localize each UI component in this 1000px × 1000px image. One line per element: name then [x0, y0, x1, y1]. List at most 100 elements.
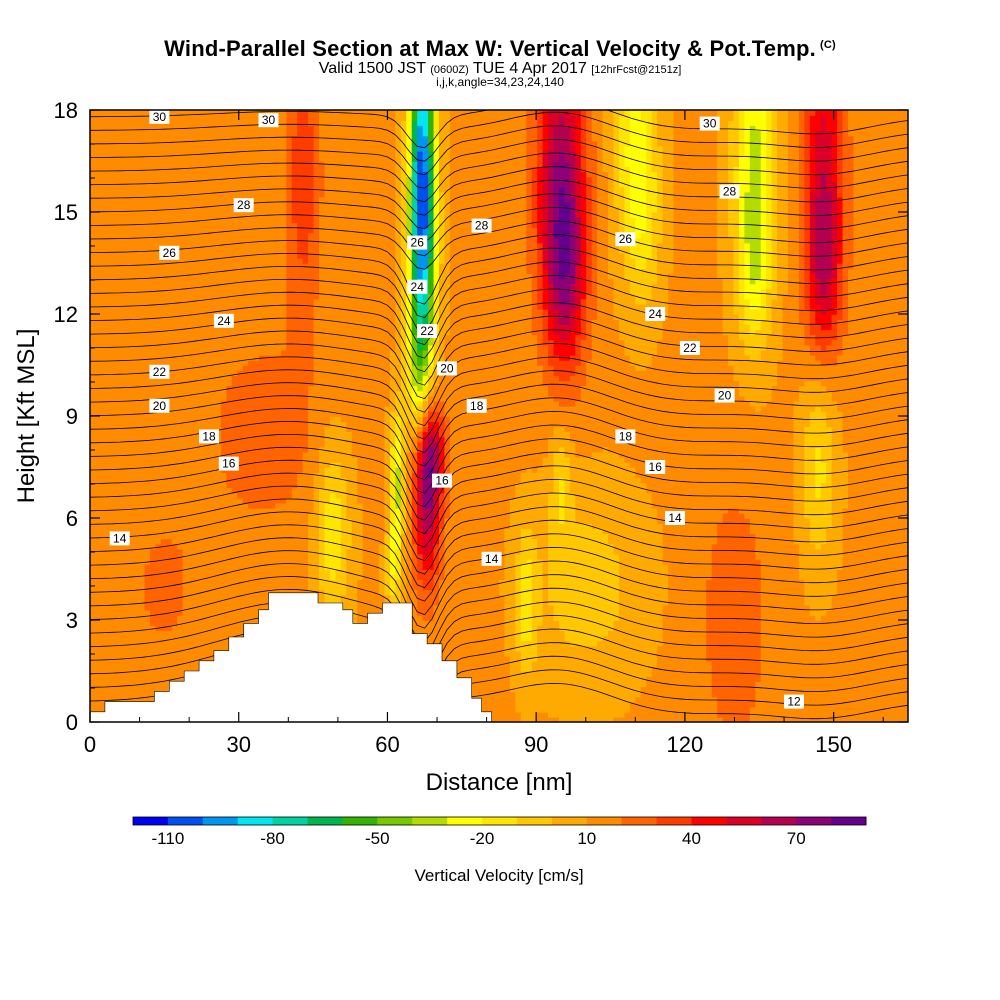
velocity-cell — [231, 365, 239, 371]
velocity-cell — [106, 359, 113, 366]
velocity-cell — [106, 451, 113, 458]
velocity-cell — [133, 308, 140, 315]
velocity-cell — [100, 145, 108, 152]
velocity-cell — [215, 125, 222, 132]
velocity-cell — [280, 370, 288, 376]
velocity-cell — [264, 385, 271, 392]
velocity-cell — [226, 120, 233, 127]
velocity-cell — [286, 278, 293, 285]
velocity-cell — [160, 467, 168, 473]
velocity-cell — [313, 456, 320, 463]
velocity-cell — [133, 436, 140, 443]
velocity-cell — [166, 645, 173, 652]
velocity-cell — [177, 242, 184, 249]
velocity-cell — [188, 135, 195, 142]
velocity-cell — [144, 421, 151, 427]
velocity-cell — [95, 212, 102, 218]
velocity-cell — [128, 308, 135, 315]
velocity-cell — [111, 599, 119, 606]
velocity-cell — [133, 502, 140, 509]
velocity-cell — [242, 319, 249, 325]
velocity-cell — [95, 523, 102, 529]
velocity-cell — [155, 553, 162, 560]
velocity-cell — [248, 344, 255, 351]
velocity-cell — [188, 426, 195, 433]
velocity-cell — [259, 339, 266, 346]
velocity-cell — [269, 334, 277, 341]
velocity-cell — [248, 477, 255, 484]
velocity-cell — [193, 421, 200, 427]
velocity-cell — [286, 344, 293, 351]
velocity-cell — [128, 645, 135, 652]
velocity-cell — [133, 222, 140, 229]
velocity-cell — [297, 171, 304, 178]
velocity-cell — [231, 375, 239, 382]
velocity-cell — [291, 512, 299, 519]
velocity-cell — [209, 523, 217, 529]
velocity-cell — [269, 461, 277, 468]
velocity-cell — [193, 303, 200, 310]
velocity-cell — [106, 681, 113, 688]
velocity-cell — [231, 308, 239, 315]
velocity-cell — [144, 620, 151, 626]
velocity-cell — [220, 446, 228, 453]
velocity-cell — [253, 110, 260, 116]
velocity-cell — [193, 492, 200, 499]
velocity-cell — [237, 482, 244, 489]
velocity-cell — [259, 482, 266, 489]
velocity-cell — [139, 115, 146, 121]
velocity-cell — [90, 196, 97, 203]
velocity-cell — [193, 314, 200, 320]
velocity-cell — [199, 268, 206, 274]
velocity-cell — [100, 191, 108, 198]
velocity-cell — [215, 599, 222, 606]
velocity-cell — [106, 665, 113, 672]
velocity-cell — [182, 589, 189, 596]
velocity-cell — [95, 533, 102, 540]
velocity-cell — [226, 370, 233, 376]
velocity-cell — [308, 548, 315, 555]
velocity-cell — [253, 584, 260, 591]
velocity-cell — [193, 227, 200, 234]
velocity-cell — [253, 115, 260, 121]
velocity-cell — [302, 507, 309, 514]
velocity-cell — [182, 242, 189, 249]
velocity-cell — [166, 441, 173, 448]
velocity-cell — [253, 334, 260, 341]
velocity-cell — [313, 441, 320, 448]
velocity-cell — [280, 227, 288, 234]
velocity-cell — [182, 410, 189, 417]
velocity-cell — [215, 135, 222, 142]
velocity-cell — [171, 523, 179, 529]
velocity-cell — [188, 584, 195, 591]
velocity-cell — [177, 604, 184, 611]
velocity-cell — [188, 314, 195, 320]
velocity-cell — [177, 421, 184, 427]
velocity-cell — [242, 263, 249, 269]
velocity-cell — [144, 477, 151, 484]
velocity-cell — [302, 115, 309, 121]
velocity-cell — [128, 349, 135, 356]
velocity-cell — [259, 599, 266, 606]
velocity-cell — [286, 380, 293, 387]
velocity-cell — [215, 640, 222, 647]
velocity-cell — [264, 538, 271, 545]
velocity-cell — [144, 115, 151, 121]
velocity-cell — [166, 548, 173, 555]
velocity-cell — [177, 120, 184, 127]
velocity-cell — [139, 528, 146, 535]
velocity-cell — [171, 293, 179, 300]
velocity-cell — [166, 115, 173, 121]
velocity-cell — [253, 395, 260, 402]
velocity-cell — [117, 365, 124, 371]
velocity-cell — [226, 115, 233, 121]
velocity-cell — [313, 410, 320, 417]
velocity-cell — [226, 620, 233, 626]
velocity-cell — [286, 472, 293, 478]
velocity-cell — [264, 181, 271, 188]
velocity-cell — [286, 298, 293, 305]
velocity-cell — [269, 497, 277, 504]
velocity-cell — [171, 543, 179, 550]
velocity-cell — [253, 579, 260, 586]
velocity-cell — [308, 528, 315, 535]
